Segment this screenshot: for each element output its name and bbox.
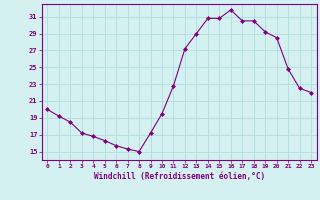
- X-axis label: Windchill (Refroidissement éolien,°C): Windchill (Refroidissement éolien,°C): [94, 172, 265, 181]
